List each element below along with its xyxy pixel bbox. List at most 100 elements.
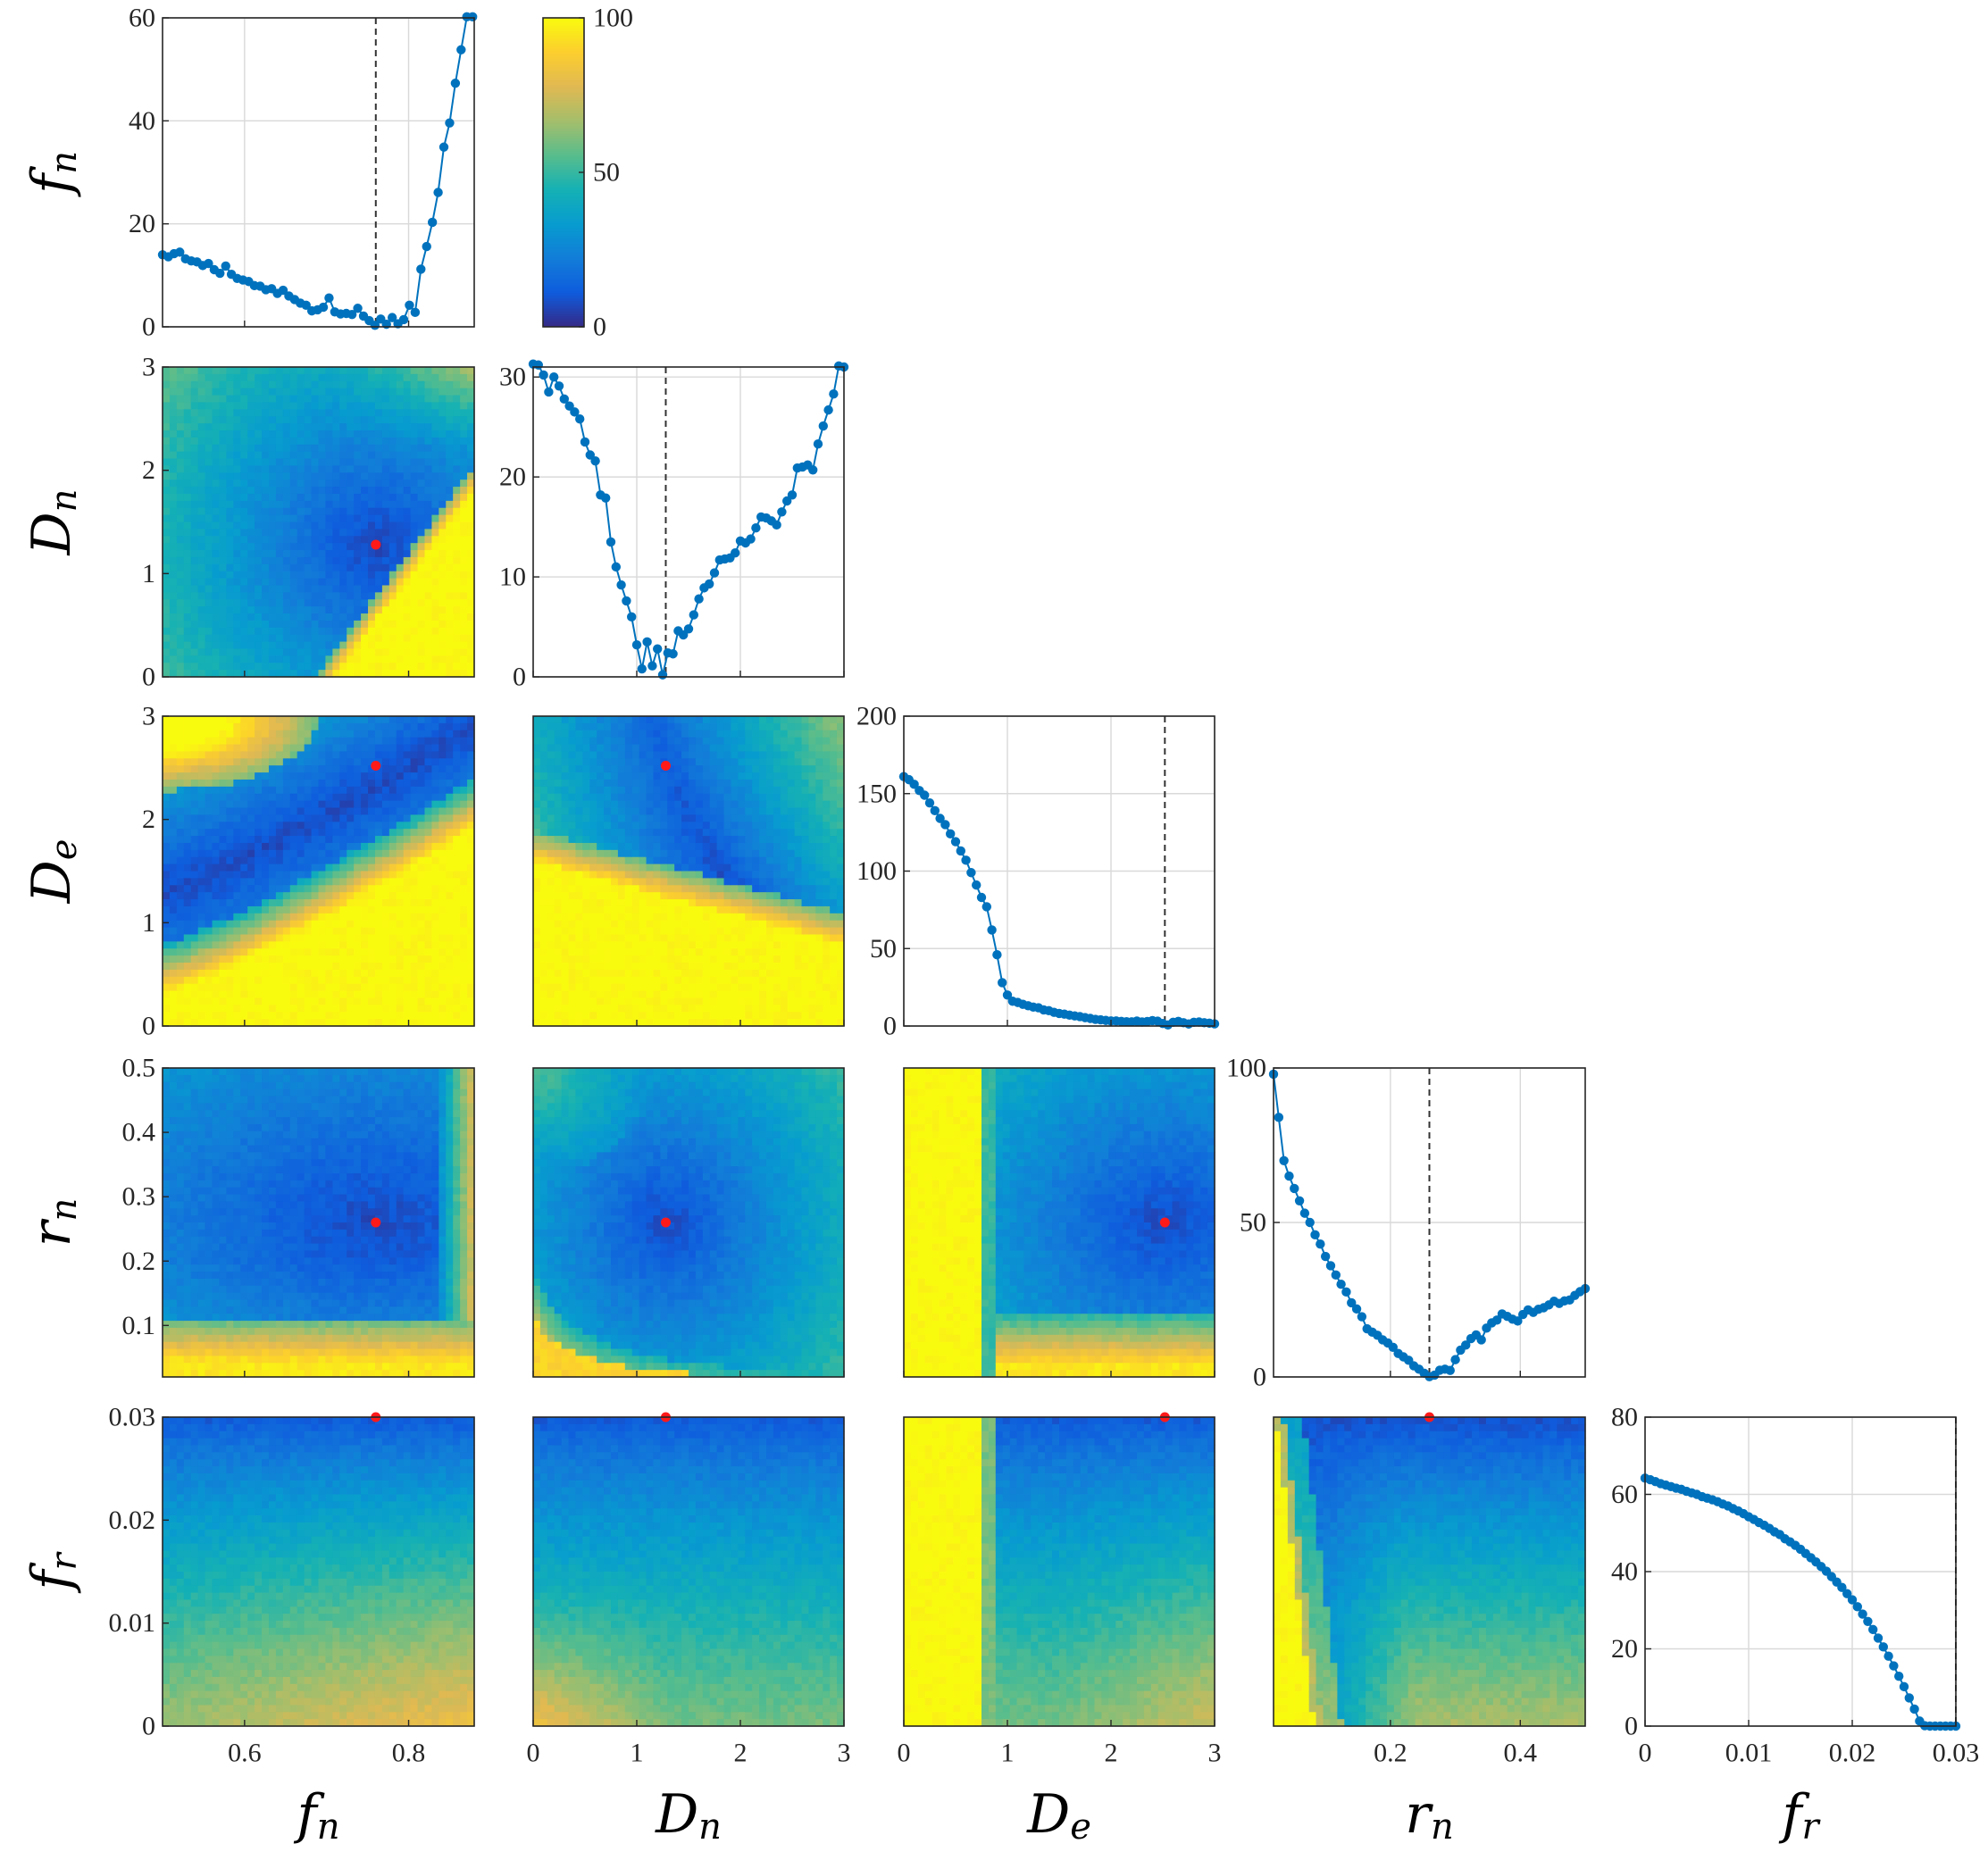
heatmap-cell xyxy=(431,402,439,410)
heatmap-cell xyxy=(702,878,711,886)
heatmap-cell xyxy=(674,969,682,978)
heatmap-cell xyxy=(388,920,397,929)
heatmap-cell xyxy=(240,941,248,949)
heatmap-cell xyxy=(639,955,647,964)
heatmap-cell xyxy=(554,786,563,795)
heatmap-cell xyxy=(689,934,697,942)
heatmap-cell xyxy=(453,836,461,844)
heatmap-cell xyxy=(547,983,555,992)
heatmap-cell xyxy=(282,409,291,417)
heatmap-cell xyxy=(646,842,655,851)
heatmap-cell xyxy=(163,836,171,844)
heatmap-cell xyxy=(660,871,668,879)
heatmap-cell xyxy=(639,722,647,731)
heatmap-cell xyxy=(374,1019,383,1027)
heatmap-cell xyxy=(354,641,362,650)
heatmap-cell xyxy=(325,458,333,467)
heatmap-cell xyxy=(354,367,362,375)
heatmap-cell xyxy=(304,592,313,600)
heatmap-cell xyxy=(660,744,668,753)
heatmap-cell xyxy=(339,730,347,738)
heatmap-cell xyxy=(374,373,383,382)
heatmap-cell xyxy=(318,388,327,396)
heatmap-cell xyxy=(639,983,647,992)
heatmap-cell xyxy=(169,655,178,663)
heatmap-cell xyxy=(604,983,612,992)
heatmap-cell xyxy=(368,480,376,488)
heatmap-cell xyxy=(347,878,355,886)
heatmap-cell xyxy=(311,948,320,956)
heatmap-cell xyxy=(403,934,412,942)
heatmap-cell xyxy=(275,409,284,417)
heatmap-cell xyxy=(304,648,313,656)
heatmap-cell xyxy=(653,934,661,942)
heatmap-cell xyxy=(361,927,369,936)
heatmap-cell xyxy=(347,529,355,537)
heatmap-cell xyxy=(424,892,433,900)
heatmap-cell xyxy=(653,885,661,893)
heatmap-cell xyxy=(374,480,383,488)
heatmap-cell xyxy=(539,772,548,780)
heatmap-cell xyxy=(219,367,227,375)
heatmap-cell xyxy=(247,613,255,622)
heatmap-cell xyxy=(689,786,697,795)
heatmap-cell xyxy=(446,737,454,746)
heatmap-cell xyxy=(467,863,475,872)
heatmap-cell xyxy=(163,863,171,872)
heatmap-cell xyxy=(339,948,347,956)
heatmap-cell xyxy=(639,905,647,914)
heatmap-cell xyxy=(212,948,221,956)
heatmap-cell xyxy=(354,814,362,822)
heatmap-cell xyxy=(169,871,178,879)
heatmap-cell xyxy=(297,892,305,900)
heatmap-cell xyxy=(226,578,234,587)
heatmap-cell xyxy=(297,458,305,467)
heatmap-cell xyxy=(297,765,305,773)
heatmap-cell xyxy=(163,976,171,985)
heatmap-cell xyxy=(388,878,397,886)
heatmap-cell xyxy=(624,899,633,907)
heatmap-cell xyxy=(582,772,590,780)
heatmap-cell xyxy=(176,563,185,572)
heatmap-cell xyxy=(247,744,255,753)
heatmap-cell xyxy=(219,737,227,746)
heatmap-cell xyxy=(374,585,383,593)
heatmap-cell xyxy=(212,751,221,759)
heatmap-cell xyxy=(212,592,221,600)
heatmap-cell xyxy=(205,1019,213,1027)
heatmap-cell xyxy=(190,1012,199,1020)
heatmap-cell xyxy=(631,772,640,780)
heatmap-cell xyxy=(396,648,405,656)
heatmap-cell xyxy=(255,613,263,622)
heatmap-cell xyxy=(660,892,668,900)
heatmap-cell xyxy=(275,585,284,593)
heatmap-cell xyxy=(361,563,369,572)
heatmap-cell xyxy=(617,1005,626,1013)
heatmap-cell xyxy=(332,913,340,922)
heatmap-cell xyxy=(289,836,298,844)
heatmap-cell xyxy=(410,592,419,600)
heatmap-cell xyxy=(169,863,178,872)
heatmap-cell xyxy=(689,814,697,822)
heatmap-cell xyxy=(689,765,697,773)
heatmap-cell xyxy=(575,807,583,816)
heatmap-cell xyxy=(431,634,439,643)
heatmap-cell xyxy=(163,599,171,607)
heatmap-cell xyxy=(262,613,270,622)
heatmap-cell xyxy=(460,997,468,1005)
heatmap-cell xyxy=(639,836,647,844)
heatmap-cell xyxy=(653,905,661,914)
heatmap-cell xyxy=(460,878,468,886)
heatmap-cell xyxy=(289,829,298,837)
heatmap-cell xyxy=(695,1005,704,1013)
heatmap-cell xyxy=(424,663,433,671)
heatmap-cell xyxy=(169,521,178,530)
heatmap-cell xyxy=(410,536,419,544)
heatmap-cell xyxy=(311,451,320,460)
heatmap-cell xyxy=(183,836,192,844)
heatmap-cell xyxy=(368,423,376,431)
heatmap-cell xyxy=(318,786,327,795)
heatmap-cell xyxy=(674,737,682,746)
heatmap-cell xyxy=(318,521,327,530)
heatmap-cell xyxy=(396,437,405,446)
